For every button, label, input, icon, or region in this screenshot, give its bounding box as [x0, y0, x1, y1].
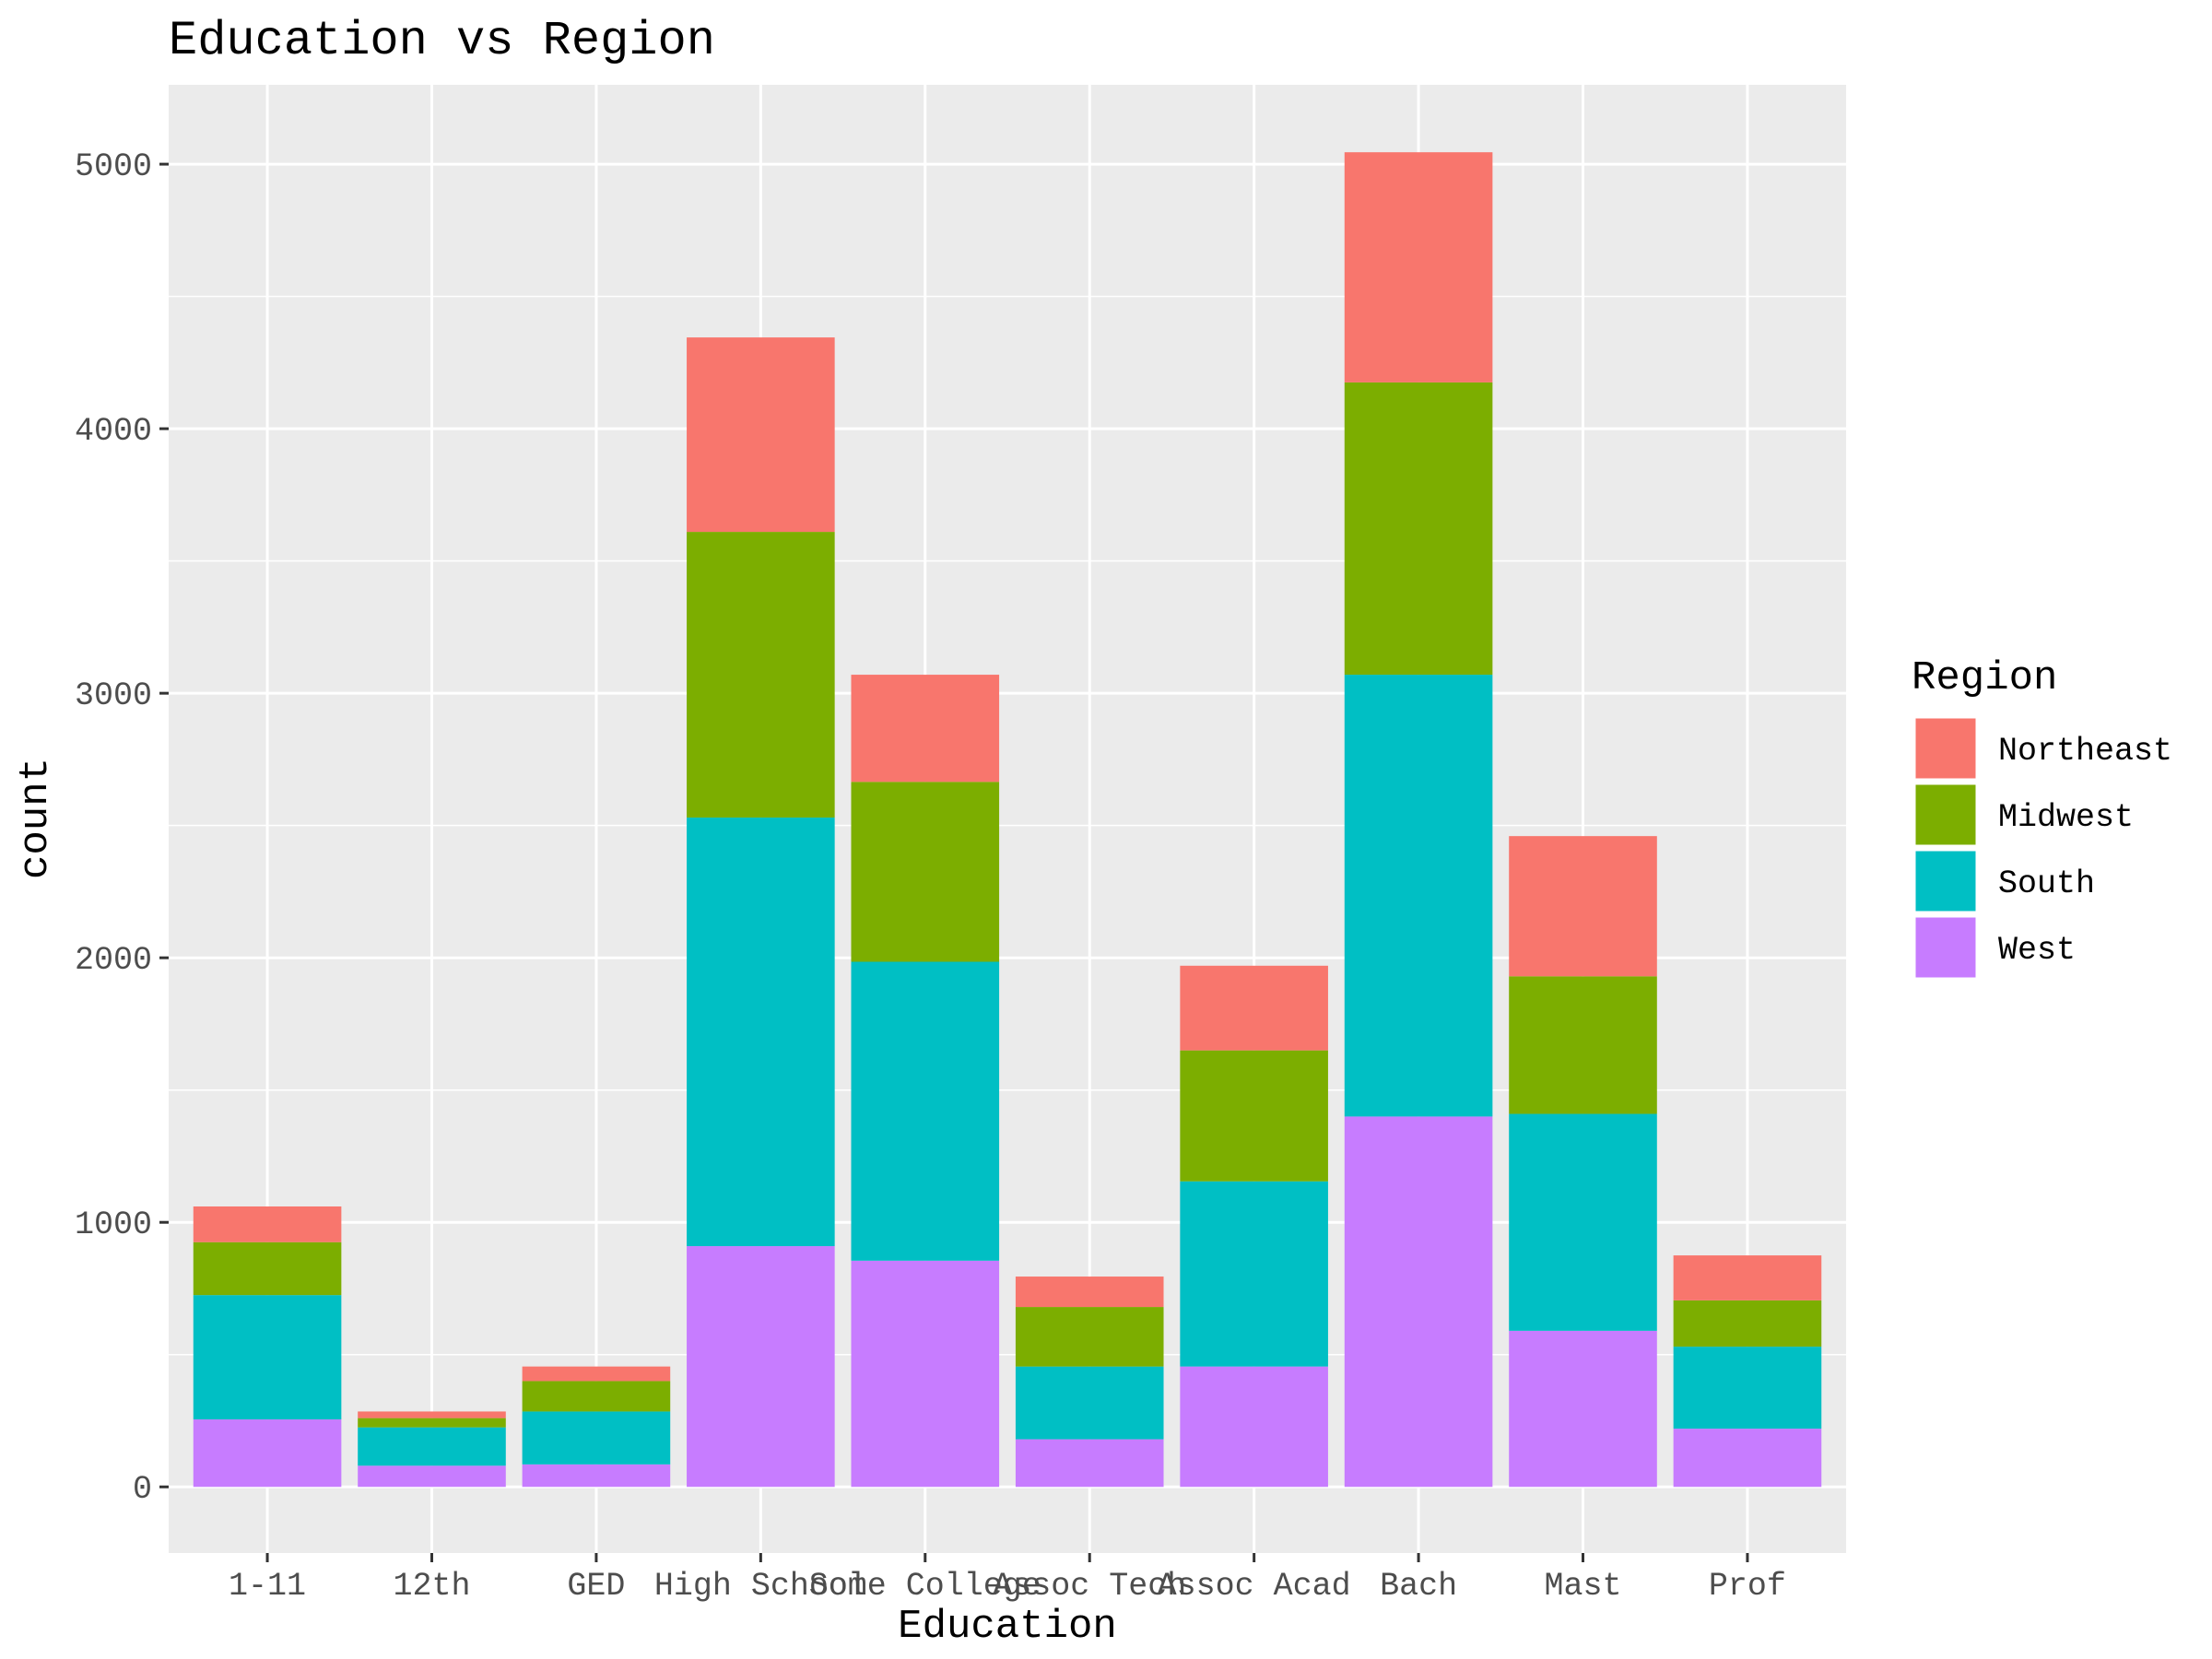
- x-tick-label: Prof: [1709, 1568, 1786, 1605]
- legend: Region Northeast Midwest South West: [1912, 655, 2172, 981]
- bar-segment-south: [1180, 1181, 1328, 1367]
- bar-segment-south: [1509, 1113, 1657, 1331]
- y-tick-label: 3000: [75, 677, 152, 714]
- y-tick-label: 2000: [75, 942, 152, 979]
- bars: [193, 152, 1822, 1488]
- y-tick-label: 5000: [75, 148, 152, 185]
- bar-segment-northeast: [1509, 836, 1657, 977]
- x-tick-label: 1-11: [229, 1568, 306, 1605]
- legend-key-northeast: [1912, 715, 1979, 782]
- bar-segment-midwest: [1509, 976, 1657, 1114]
- bar-segment-west: [851, 1260, 1000, 1488]
- bar-segment-midwest: [358, 1418, 506, 1428]
- chart-title: Education vs Region: [169, 14, 715, 68]
- x-tick-label: High School: [654, 1568, 867, 1605]
- bar-segment-northeast: [522, 1366, 671, 1382]
- x-tick-label: Bach: [1380, 1568, 1457, 1605]
- bar-segment-midwest: [1673, 1300, 1822, 1347]
- bar-segment-midwest: [1180, 1050, 1328, 1182]
- bar-segment-west: [193, 1419, 342, 1488]
- x-tick-label: 12th: [393, 1568, 470, 1605]
- x-axis-title: Education: [898, 1604, 1117, 1650]
- bar-segment-west: [1673, 1429, 1822, 1488]
- y-tick-label: 1000: [75, 1206, 152, 1243]
- bar-segment-midwest: [522, 1381, 671, 1412]
- bar-segment-northeast: [193, 1206, 342, 1242]
- x-tick-label: GED: [567, 1568, 625, 1605]
- bar-segment-west: [687, 1246, 835, 1488]
- legend-key-west: [1912, 914, 1979, 981]
- bar-segment-south: [851, 961, 1000, 1261]
- bar-segment-midwest: [687, 532, 835, 818]
- bar-segment-midwest: [1015, 1307, 1164, 1367]
- legend-label-northeast: Northeast: [1998, 733, 2172, 770]
- x-tick-label: Assoc Tech: [993, 1568, 1186, 1605]
- legend-key-midwest: [1912, 782, 1979, 848]
- legend-title: Region: [1912, 655, 2057, 701]
- bar-segment-west: [1015, 1439, 1164, 1488]
- bar-segment-west: [1509, 1330, 1657, 1488]
- bar-segment-south: [1344, 675, 1493, 1117]
- bar-segment-south: [522, 1411, 671, 1465]
- x-tick-label: Some College: [809, 1568, 1041, 1605]
- bar-segment-south: [1673, 1347, 1822, 1430]
- y-axis-title: count: [13, 758, 59, 879]
- bar-segment-south: [358, 1427, 506, 1466]
- y-axis: 0 1000 2000 3000 4000 5000: [75, 148, 169, 1508]
- bar-segment-midwest: [851, 782, 1000, 962]
- bar-segment-west: [358, 1465, 506, 1488]
- bar-segment-south: [1015, 1366, 1164, 1440]
- bar-segment-west: [522, 1464, 671, 1488]
- bar-segment-midwest: [1344, 382, 1493, 676]
- x-tick-label: Assoc Acad: [1158, 1568, 1351, 1605]
- bar-segment-northeast: [851, 675, 1000, 782]
- y-tick-label: 4000: [75, 413, 152, 450]
- bar-segment-northeast: [1344, 152, 1493, 382]
- legend-key-south: [1912, 848, 1979, 914]
- bar-segment-south: [687, 818, 835, 1247]
- bar-segment-midwest: [193, 1241, 342, 1296]
- bar-segment-northeast: [687, 337, 835, 533]
- bar-segment-west: [1344, 1116, 1493, 1488]
- bar-segment-northeast: [1015, 1277, 1164, 1308]
- bar-segment-south: [193, 1295, 342, 1420]
- legend-label-south: South: [1998, 865, 2095, 902]
- bar-segment-northeast: [1180, 965, 1328, 1051]
- x-tick-label: Mast: [1545, 1568, 1622, 1605]
- y-tick-label: 0: [133, 1471, 152, 1508]
- legend-label-midwest: Midwest: [1998, 799, 2134, 836]
- bar-segment-west: [1180, 1366, 1328, 1488]
- bar-segment-northeast: [358, 1411, 506, 1418]
- legend-label-west: West: [1998, 932, 2076, 969]
- bar-segment-northeast: [1673, 1255, 1822, 1300]
